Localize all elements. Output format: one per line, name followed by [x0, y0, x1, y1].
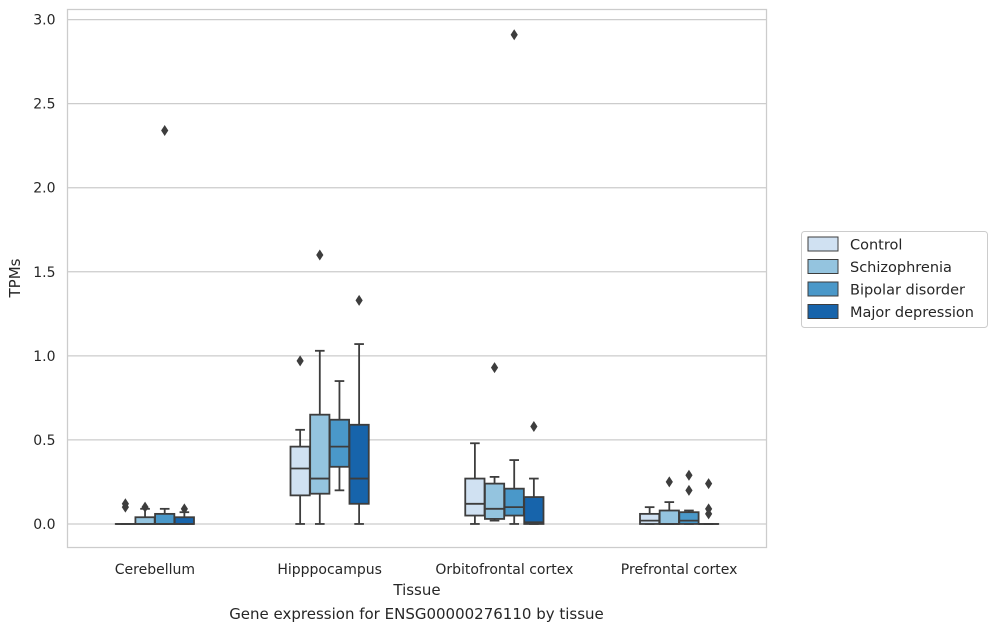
box-group: [289, 355, 311, 525]
legend-label: Bipolar disorder: [850, 283, 965, 299]
box-series: [114, 29, 720, 525]
box: [134, 516, 156, 525]
box: [464, 477, 486, 517]
x-tick-label: Hipppocampus: [277, 562, 382, 578]
outlier-point: [510, 29, 518, 41]
series-schizophrenia: [134, 249, 680, 525]
series-bipolar-disorder: [154, 29, 700, 525]
legend-swatch: [807, 259, 839, 274]
box: [523, 496, 545, 525]
x-tick-labels: Cerebellum Hipppocampus Orbitofrontal cort…: [115, 562, 738, 578]
box: [154, 512, 176, 525]
legend-label: Major depression: [850, 305, 974, 321]
box: [484, 482, 506, 520]
box: [639, 512, 661, 525]
outlier-point: [685, 469, 693, 481]
outlier-point: [180, 503, 188, 515]
box: [348, 423, 370, 505]
outlier-point: [705, 478, 713, 490]
y-tick-labels: 0.0 0.5 1.0 1.5 2.0 2.5 3.0: [33, 13, 55, 533]
outlier-point: [316, 249, 324, 261]
y-axis-label: TPMs: [6, 258, 24, 298]
legend-label: Control: [850, 238, 902, 254]
figure-caption: Gene expression for ENSG00000276110 by t…: [229, 605, 604, 623]
grid-lines: [67, 18, 767, 525]
box: [173, 516, 195, 525]
box: [289, 445, 311, 497]
x-axis-label: Tissue: [392, 581, 440, 599]
legend: Control Schizophrenia Bipolar disorder Majo…: [801, 231, 988, 328]
outlier-point: [121, 498, 129, 510]
box-group: [698, 478, 720, 525]
box-group: [348, 294, 370, 525]
box: [658, 509, 680, 525]
outlier-point: [705, 503, 713, 515]
outlier-point: [490, 362, 499, 374]
outlier-point: [161, 125, 169, 137]
legend-swatch: [807, 304, 839, 319]
box-group: [309, 249, 331, 525]
outlier-point: [530, 420, 538, 432]
series-control: [114, 355, 661, 525]
y-tick-label: 0.0: [33, 517, 55, 533]
box-group: [173, 503, 195, 525]
outlier-point: [665, 476, 673, 488]
box: [309, 413, 331, 495]
plot-area: [66, 8, 768, 549]
box-group: [639, 506, 661, 525]
x-tick-label: Prefrontal cortex: [621, 562, 738, 578]
box-group: [678, 469, 700, 525]
y-tick-label: 1.0: [33, 349, 55, 365]
box: [503, 487, 525, 517]
x-tick-label: Cerebellum: [115, 562, 195, 578]
outlier-point: [141, 501, 149, 513]
box-group: [523, 420, 545, 525]
x-tick-label: Orbitofrontal cortex: [435, 562, 573, 578]
y-tick-label: 3.0: [33, 13, 55, 29]
box: [678, 511, 700, 525]
legend-swatch: [807, 281, 839, 297]
y-tick-label: 2.5: [33, 97, 55, 113]
y-tick-label: 2.0: [33, 181, 55, 197]
legend-label: Schizophrenia: [850, 260, 952, 276]
box: [328, 418, 350, 468]
outlier-point: [355, 294, 363, 306]
y-tick-label: 1.5: [33, 265, 55, 281]
series-major-depression: [173, 294, 720, 525]
y-tick-label: 0.5: [33, 433, 55, 449]
legend-frame: [801, 231, 988, 328]
legend-swatch: [807, 236, 839, 252]
outlier-point: [685, 484, 693, 496]
outlier-point: [296, 355, 304, 367]
